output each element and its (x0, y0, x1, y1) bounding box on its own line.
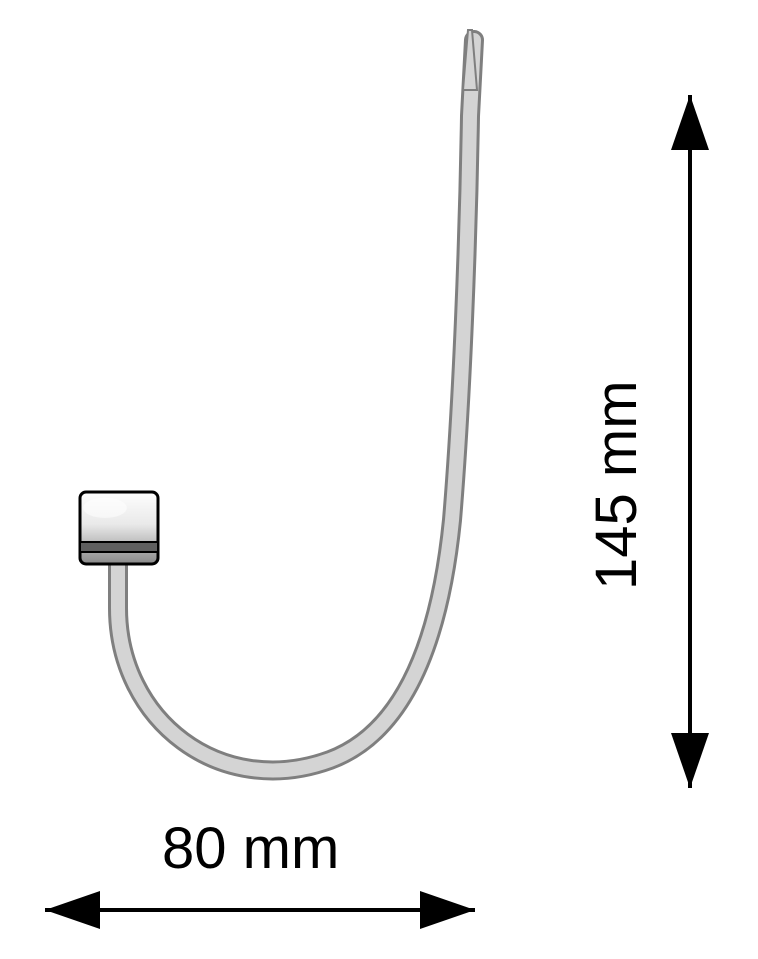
wire (118, 30, 477, 770)
height-dimension: 145 mm (584, 95, 709, 788)
technical-drawing: 80 mm 145 mm (0, 0, 758, 959)
width-label: 80 mm (162, 816, 339, 881)
connector-block (80, 492, 158, 564)
height-label: 145 mm (584, 380, 649, 590)
width-dimension: 80 mm (45, 816, 475, 929)
